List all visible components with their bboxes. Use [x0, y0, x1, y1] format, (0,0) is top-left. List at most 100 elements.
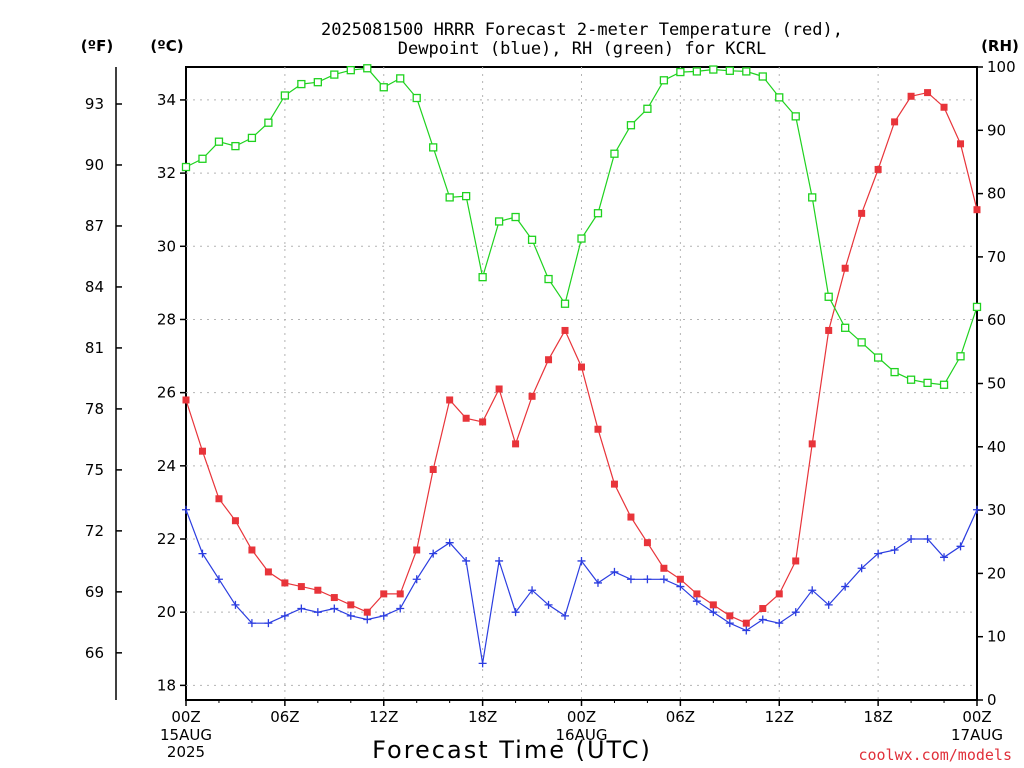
dewpoint-point: [182, 505, 190, 514]
rh-point: [396, 74, 405, 83]
dewpoint-point: [973, 505, 981, 514]
rh-point: [445, 193, 454, 202]
dewpoint-point: [264, 619, 273, 628]
dewpoint-point: [626, 575, 635, 584]
chart-title-line2: Dewpoint (blue), RH (green) for KCRL: [398, 39, 766, 59]
fahrenheit-tick-label: 87: [85, 217, 104, 235]
data-series: [181, 64, 982, 668]
temperature-point: [594, 425, 602, 433]
fahrenheit-tick-label: 90: [85, 156, 104, 174]
rh-point: [676, 67, 685, 77]
rh-point: [577, 234, 586, 243]
fahrenheit-tick-label: 69: [85, 583, 104, 601]
temperature-point: [314, 586, 322, 594]
temperature-point: [281, 579, 289, 587]
temperature-point: [528, 392, 536, 400]
temperature-point: [429, 465, 437, 473]
celsius-tick-label: 24: [157, 457, 176, 475]
rh-point: [527, 235, 537, 244]
temperature-point: [215, 495, 223, 503]
temperature-point: [957, 140, 965, 148]
dewpoint-point: [231, 600, 240, 609]
rh-tick-label: 0: [987, 691, 997, 709]
celsius-tick-label: 22: [157, 530, 176, 548]
dewpoint-point: [511, 608, 520, 617]
temperature-point: [676, 575, 684, 583]
rh-unit-label: (RH): [981, 37, 1019, 55]
temperature-point: [413, 546, 421, 554]
rh-tick-label: 60: [987, 311, 1006, 329]
rh-tick-label: 90: [987, 121, 1006, 139]
celsius-tick-label: 32: [157, 164, 176, 182]
dewpoint-point: [214, 575, 223, 584]
dewpoint-point: [742, 626, 751, 635]
x-tick-label: 18Z: [863, 708, 892, 726]
dewpoint-point: [940, 553, 949, 562]
dewpoint-point: [808, 586, 817, 595]
celsius-tick-label: 26: [157, 384, 176, 402]
x-tick-label: 06Z: [270, 708, 299, 726]
dewpoint-point: [890, 545, 899, 554]
x-tick-year-label: 2025: [167, 743, 205, 761]
dewpoint-point: [495, 556, 504, 565]
x-tick-label: 06Z: [666, 708, 695, 726]
dewpoint-point: [478, 659, 487, 668]
dewpoint-point: [593, 578, 602, 587]
rh-point: [923, 378, 932, 388]
rh-point: [181, 162, 191, 172]
dewpoint-point: [396, 604, 405, 613]
temperature-point: [297, 583, 305, 591]
rh-point: [939, 380, 949, 389]
temperature-point: [643, 539, 651, 547]
rh-point: [313, 78, 322, 87]
fahrenheit-tick-label: 66: [85, 644, 104, 662]
dewpoint-point: [676, 582, 685, 591]
rh-point: [363, 64, 372, 73]
rh-point: [198, 154, 207, 163]
temperature-point: [264, 568, 272, 576]
temperature-point: [742, 619, 750, 627]
rh-tick-label: 50: [987, 375, 1006, 393]
x-axis-title: Forecast Time (UTC): [372, 736, 652, 764]
x-tick-date-label: 16AUG: [556, 726, 608, 744]
temperature-point: [248, 546, 256, 554]
dewpoint-point: [462, 556, 471, 565]
rh-point: [742, 67, 751, 76]
rh-point: [906, 375, 916, 384]
dewpoint-point: [429, 549, 438, 558]
dewpoint-point: [445, 538, 454, 547]
temperature-point: [940, 103, 948, 111]
rh-point: [247, 133, 257, 143]
rh-point: [709, 65, 718, 74]
dewpoint-point: [198, 549, 207, 558]
rh-point: [461, 191, 471, 201]
dewpoint-point: [874, 549, 883, 558]
dewpoint-point: [313, 608, 322, 617]
rh-point: [264, 118, 273, 127]
temperature-point: [775, 590, 783, 598]
x-tick-date-label: 15AUG: [160, 726, 212, 744]
rh-point: [956, 352, 965, 361]
dewpoint-point: [824, 600, 833, 609]
dewpoint-point: [346, 611, 355, 620]
dewpoint-point: [857, 564, 866, 573]
rh-point: [214, 137, 224, 146]
rh-point: [725, 66, 734, 75]
rh-point: [775, 93, 784, 102]
fahrenheit-unit-label: (ºF): [81, 37, 113, 55]
dewpoint-point: [577, 556, 586, 565]
dewpoint-point: [412, 575, 421, 584]
rh-point: [494, 217, 504, 226]
rh-tick-label: 10: [987, 628, 1006, 646]
rh-point: [610, 149, 619, 158]
fahrenheit-tick-label: 72: [85, 522, 104, 540]
temperature-point: [198, 447, 206, 455]
temperature-point: [396, 590, 404, 598]
celsius-tick-label: 18: [157, 676, 176, 694]
x-tick-label: 00Z: [171, 708, 200, 726]
rh-point: [478, 273, 487, 282]
dewpoint-point: [791, 608, 800, 617]
dewpoint-point: [775, 619, 784, 628]
